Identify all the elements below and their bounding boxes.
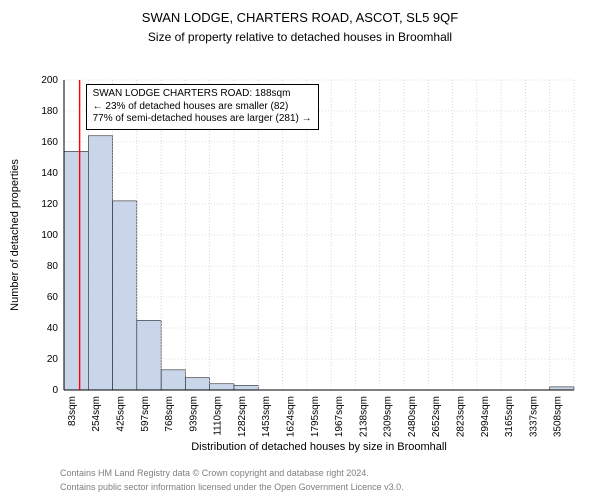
x-tick-label: 3337sqm (528, 396, 539, 437)
x-tick-label: 1110sqm (213, 396, 224, 436)
footer-line-2: Contains public sector information licen… (60, 482, 404, 492)
y-tick-label: 180 (41, 106, 58, 117)
legend-line-2: ← 23% of detached houses are smaller (82… (93, 101, 312, 114)
y-tick-label: 160 (41, 137, 58, 148)
y-tick-label: 0 (52, 385, 58, 396)
x-tick-label: 1795sqm (310, 396, 321, 437)
x-tick-label: 3165sqm (504, 396, 515, 437)
histogram-bar (210, 384, 234, 390)
x-tick-label: 939sqm (188, 396, 199, 432)
y-tick-label: 40 (47, 323, 59, 334)
x-tick-label: 254sqm (91, 396, 102, 432)
x-tick-label: 2823sqm (456, 396, 467, 437)
y-tick-label: 120 (41, 199, 58, 210)
x-tick-label: 2309sqm (383, 396, 394, 437)
histogram-bar (113, 201, 137, 390)
x-tick-label: 1967sqm (334, 396, 345, 437)
histogram-bar (185, 378, 209, 390)
histogram-bar (64, 151, 88, 390)
y-tick-label: 60 (47, 292, 59, 303)
histogram-bar (137, 320, 161, 390)
footer-line-1: Contains HM Land Registry data © Crown c… (60, 468, 369, 478)
x-tick-label: 768sqm (164, 396, 175, 432)
x-tick-label: 83sqm (67, 396, 78, 426)
x-tick-label: 1453sqm (261, 396, 272, 437)
x-axis-label: Distribution of detached houses by size … (191, 441, 447, 453)
y-tick-label: 20 (47, 354, 59, 365)
x-tick-label: 1624sqm (286, 396, 297, 437)
x-tick-label: 3508sqm (553, 396, 564, 437)
legend-line-1: SWAN LODGE CHARTERS ROAD: 188sqm (93, 88, 312, 101)
x-tick-label: 1282sqm (237, 396, 248, 437)
y-axis-label: Number of detached properties (9, 159, 21, 311)
histogram-bar (88, 136, 112, 390)
x-tick-label: 2480sqm (407, 396, 418, 437)
y-tick-label: 100 (41, 230, 58, 241)
y-tick-label: 200 (41, 75, 58, 86)
legend-line-3: 77% of semi-detached houses are larger (… (93, 113, 312, 126)
x-tick-label: 425sqm (116, 396, 127, 432)
histogram-chart: 0 20 40 60 80 100 120 140 160 180 200 83sqm 254sqm 42… (0, 0, 600, 470)
x-tick-label: 2138sqm (358, 396, 369, 437)
y-tick-label: 80 (47, 261, 59, 272)
histogram-bar (161, 370, 185, 390)
histogram-bar (234, 385, 258, 390)
x-tick-label: 597sqm (140, 396, 151, 432)
x-tick-label: 2652sqm (431, 396, 442, 437)
chart-legend-box: SWAN LODGE CHARTERS ROAD: 188sqm ← 23% o… (86, 84, 319, 130)
y-tick-label: 140 (41, 168, 58, 179)
x-tick-label: 2994sqm (480, 396, 491, 437)
